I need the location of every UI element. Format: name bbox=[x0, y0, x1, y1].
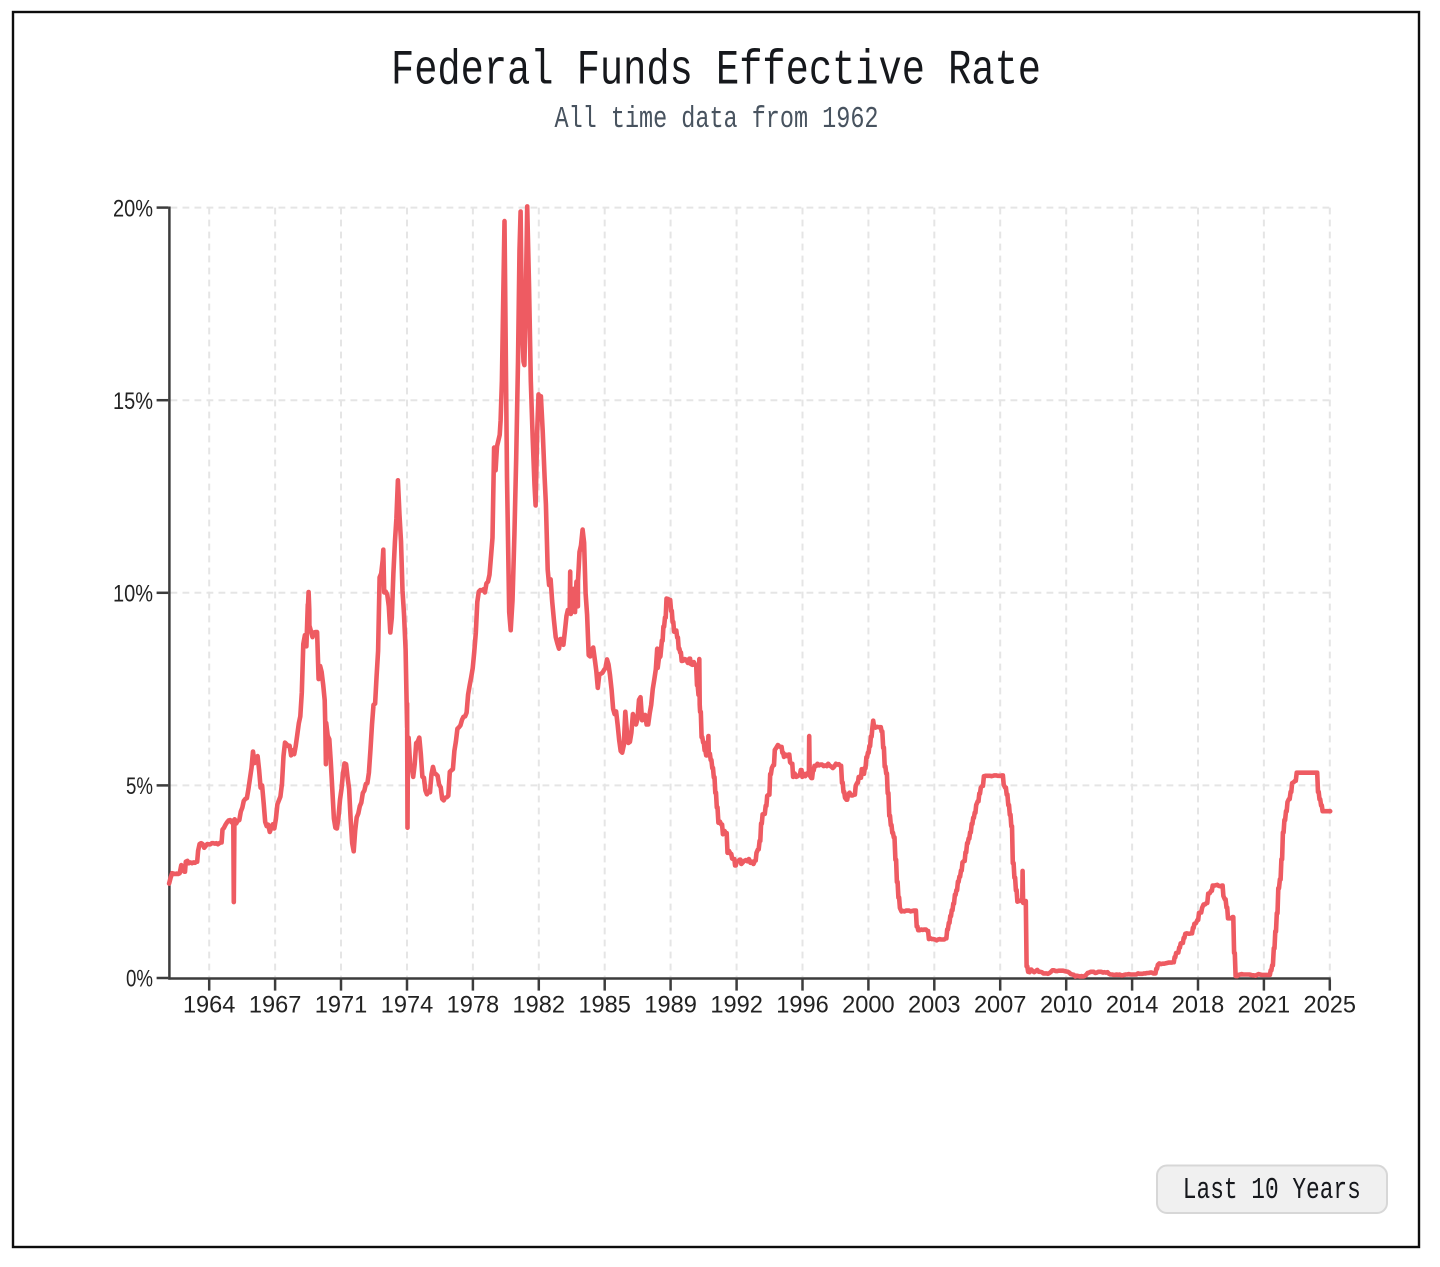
svg-text:15%: 15% bbox=[113, 388, 153, 415]
svg-text:2010: 2010 bbox=[1040, 991, 1093, 1018]
svg-text:1982: 1982 bbox=[513, 991, 566, 1018]
svg-text:5%: 5% bbox=[126, 773, 153, 800]
svg-text:2000: 2000 bbox=[842, 991, 895, 1018]
svg-text:All time data from 1962: All time data from 1962 bbox=[555, 102, 879, 136]
svg-text:20%: 20% bbox=[113, 195, 153, 222]
svg-text:10%: 10% bbox=[113, 581, 153, 608]
svg-text:1978: 1978 bbox=[447, 991, 500, 1018]
svg-text:Federal Funds Effective Rate: Federal Funds Effective Rate bbox=[391, 44, 1041, 100]
svg-text:2007: 2007 bbox=[974, 991, 1027, 1018]
svg-text:1985: 1985 bbox=[578, 991, 631, 1018]
svg-text:1989: 1989 bbox=[644, 991, 697, 1018]
svg-text:2014: 2014 bbox=[1106, 991, 1159, 1018]
svg-text:2021: 2021 bbox=[1238, 991, 1291, 1018]
svg-text:1964: 1964 bbox=[183, 991, 236, 1018]
svg-text:1967: 1967 bbox=[249, 991, 302, 1018]
svg-text:2025: 2025 bbox=[1304, 991, 1357, 1018]
svg-text:1971: 1971 bbox=[315, 991, 368, 1018]
svg-text:Last 10 Years: Last 10 Years bbox=[1183, 1174, 1361, 1208]
svg-text:0%: 0% bbox=[126, 966, 153, 993]
svg-text:1996: 1996 bbox=[776, 991, 829, 1018]
svg-text:2003: 2003 bbox=[908, 991, 961, 1018]
svg-text:1974: 1974 bbox=[381, 991, 434, 1018]
svg-text:2018: 2018 bbox=[1172, 991, 1225, 1018]
svg-text:1992: 1992 bbox=[710, 991, 763, 1018]
